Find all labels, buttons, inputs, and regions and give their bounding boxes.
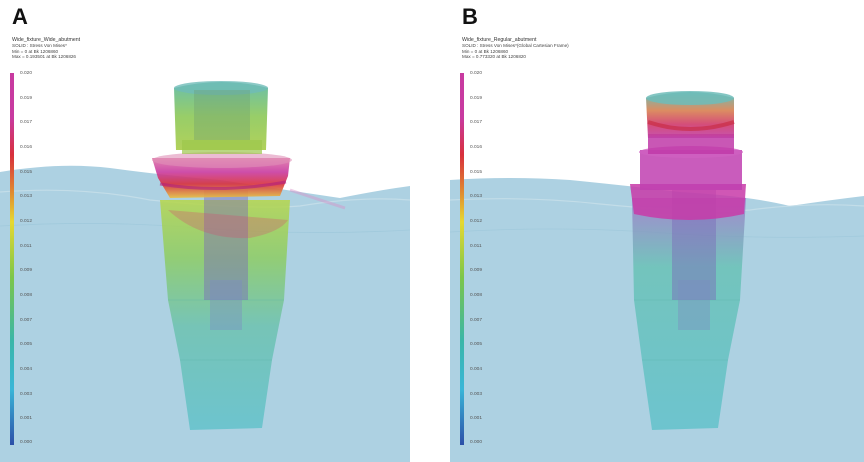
model-title-a: Wide_fixture_Wide_abutment: [12, 37, 81, 43]
scene-a: [0, 73, 411, 462]
scale-label: 0.003: [470, 392, 483, 397]
result-header-a: Wide_fixture_Wide_abutment SOLID : Stres…: [12, 37, 81, 60]
max-value-a: Max = 0.193501 at Bk 1206826: [12, 54, 76, 60]
scale-label: 0.008: [470, 293, 483, 298]
scene-b: [450, 73, 864, 462]
min-value-b: Min = 0 at Bk 1206860: [462, 48, 509, 54]
scale-label: 0.004: [470, 367, 483, 372]
scale-label: 0.013: [20, 194, 33, 199]
max-value-b: Max = 0.773320 at Bk 1206820: [462, 54, 526, 60]
scale-label: 0.007: [470, 318, 483, 323]
scale-label: 0.015: [470, 170, 483, 175]
panel-label-b: B: [462, 4, 478, 29]
scale-label: 0.017: [470, 120, 483, 125]
scale-label: 0.019: [470, 96, 483, 101]
scale-label: 0.019: [20, 96, 33, 101]
result-header-b: Wide_fixture_Regular_abutment SOLID : St…: [462, 37, 569, 60]
scale-label: 0.016: [20, 145, 33, 150]
scale-label: 0.000: [470, 440, 483, 445]
scale-label: 0.008: [20, 293, 33, 298]
min-value-a: Min = 0 at Bk 1206860: [12, 48, 59, 54]
scale-label: 0.011: [470, 244, 482, 249]
scale-label: 0.009: [470, 268, 483, 273]
scale-label: 0.001: [470, 416, 483, 421]
scale-label: 0.016: [470, 145, 483, 150]
scale-label: 0.012: [20, 219, 33, 224]
scale-label: 0.005: [470, 342, 483, 347]
scale-label: 0.017: [20, 120, 33, 125]
scale-label: 0.015: [20, 170, 33, 175]
scale-label: 0.004: [20, 367, 33, 372]
scale-label: 0.001: [20, 416, 33, 421]
scale-label: 0.020: [20, 71, 33, 76]
scale-label: 0.013: [470, 194, 483, 199]
panel-a: A Wide_fixture_Wide_abutment SOLID : Str…: [0, 4, 411, 462]
scale-label: 0.011: [20, 244, 32, 249]
color-scale-bar-a: [10, 73, 14, 445]
model-title-b: Wide_fixture_Regular_abutment: [462, 37, 537, 43]
result-type-b: SOLID : Stress Von Mises*(Global Cartesi…: [462, 43, 569, 49]
panel-label-a: A: [12, 4, 28, 29]
scale-label: 0.005: [20, 342, 33, 347]
scale-label: 0.009: [20, 268, 33, 273]
scale-label: 0.003: [20, 392, 33, 397]
scale-label: 0.012: [470, 219, 483, 224]
color-scale-bar-b: [460, 73, 464, 445]
scale-label: 0.000: [20, 440, 33, 445]
panel-b: B Wide_fixture_Regular_abutment SOLID : …: [450, 0, 864, 462]
result-type-a: SOLID : Stress Von Mises*: [12, 43, 67, 49]
scale-label: 0.007: [20, 318, 33, 323]
scale-label: 0.020: [470, 71, 483, 76]
